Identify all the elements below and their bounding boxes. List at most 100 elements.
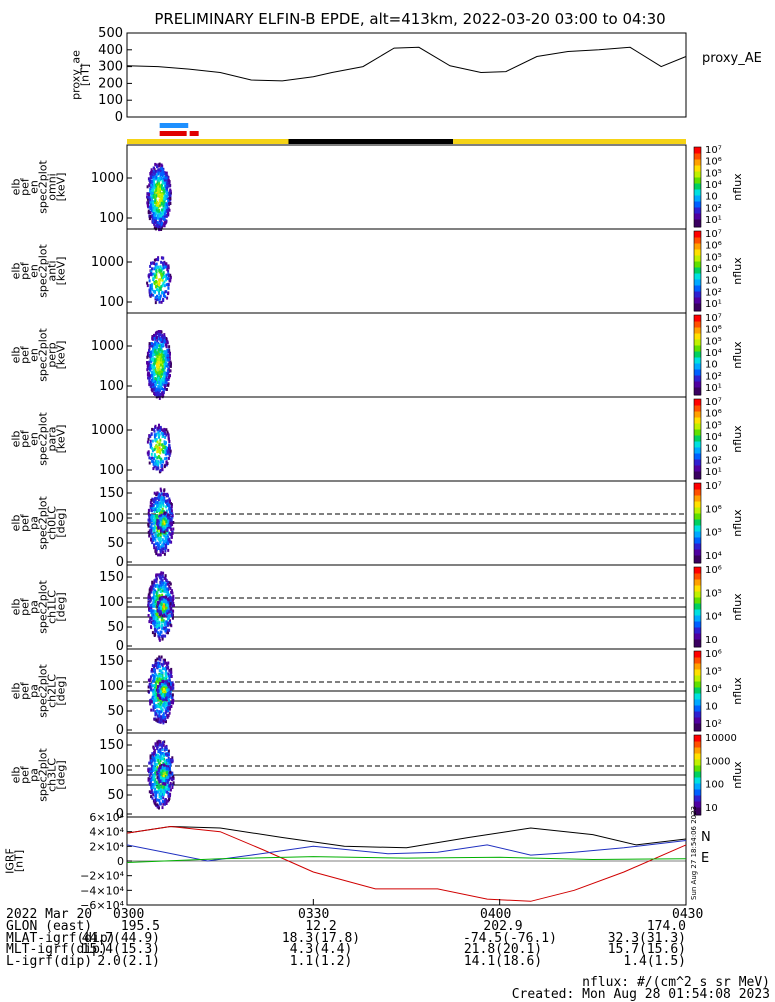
spectrogram-pixel bbox=[153, 591, 155, 594]
igrf-series-Z bbox=[127, 857, 686, 863]
footer-row-value: 1.1(1.2) bbox=[281, 956, 361, 968]
spectrogram-pixel bbox=[167, 754, 169, 757]
spectrogram-pixel bbox=[163, 375, 165, 378]
spectrogram-pixel bbox=[157, 743, 159, 746]
spectrogram-pixel bbox=[153, 457, 155, 460]
spectrogram-pixel bbox=[163, 294, 165, 297]
spectrogram-pixel bbox=[158, 443, 160, 446]
spectrogram-pixel bbox=[148, 614, 150, 617]
spectrogram-pixel bbox=[162, 806, 164, 809]
spectrogram-pixel bbox=[160, 785, 162, 788]
spectrogram-pixel bbox=[165, 680, 167, 683]
spectrogram-pixel bbox=[155, 332, 157, 335]
proxy-ae-ylabel: proxy_ae[nT] bbox=[70, 50, 92, 100]
spectrogram-pixel bbox=[157, 258, 159, 261]
ytick-label: 100 bbox=[99, 763, 124, 778]
ylabel-line: [deg] bbox=[55, 592, 68, 621]
spectrogram-pixel bbox=[172, 532, 174, 535]
spectrogram-pixel bbox=[159, 195, 161, 198]
spectrogram-pixel bbox=[162, 493, 164, 496]
colorbar-tick: 10² bbox=[705, 371, 722, 382]
colorbar-tick: 10⁵ bbox=[705, 252, 722, 263]
spectrogram-pixel bbox=[149, 592, 151, 595]
ytick-label: 100 bbox=[99, 511, 124, 526]
spectrogram-pixel bbox=[167, 384, 169, 387]
spectrogram-pixel bbox=[150, 626, 152, 629]
spectrogram-pixel bbox=[168, 350, 170, 353]
spectrogram-pixel bbox=[159, 348, 161, 351]
spectrogram-pixel bbox=[156, 522, 158, 525]
spectrogram-pixel bbox=[163, 378, 165, 381]
colorbar-tick: 10⁵ bbox=[705, 336, 722, 347]
spectrogram-pixel bbox=[158, 799, 160, 802]
proxy-ae-ytick: 200 bbox=[98, 76, 123, 91]
ylabel-line: [keV] bbox=[55, 341, 68, 370]
spectrogram-pixel bbox=[171, 614, 173, 617]
colorbar bbox=[694, 231, 701, 312]
spectrogram-pixel bbox=[168, 376, 170, 379]
colorbar-label: nflux bbox=[731, 509, 744, 537]
spectrogram-pixel bbox=[166, 187, 168, 190]
ytick-label: 50 bbox=[107, 788, 124, 803]
spectrogram-pixel bbox=[165, 779, 167, 782]
spectrogram-pixel bbox=[161, 202, 163, 205]
spectrogram-pixel bbox=[159, 669, 161, 672]
igrf-panel: 6×10⁴4×10⁴2×10⁴0−2×10⁴−4×10⁴−6×10⁴NESun … bbox=[80, 806, 711, 912]
spectrogram-pixel bbox=[163, 200, 165, 203]
spectrogram-pixel bbox=[154, 628, 156, 631]
spectrogram-pixel bbox=[166, 528, 168, 531]
spectrogram-pixel bbox=[151, 457, 153, 460]
spectrogram-pixel bbox=[155, 573, 157, 576]
ytick-label: 100 bbox=[99, 211, 124, 226]
spectrogram-pixel bbox=[170, 365, 172, 368]
spectrogram-pixel bbox=[157, 467, 159, 470]
spectrogram-pixel bbox=[152, 786, 154, 789]
colorbar bbox=[694, 147, 701, 228]
spectrogram-pixel bbox=[162, 358, 164, 361]
spectrogram-pixel bbox=[168, 358, 170, 361]
spectrogram-pixel bbox=[165, 539, 167, 542]
panel-frame bbox=[127, 313, 686, 397]
spectrogram-pixel bbox=[156, 450, 158, 453]
spectrogram-pixel bbox=[159, 659, 161, 662]
spectrogram-pixel bbox=[165, 359, 167, 362]
ytick-label: 150 bbox=[99, 738, 124, 753]
spectrogram-pixel bbox=[165, 493, 167, 496]
spectrogram-pixel bbox=[154, 191, 156, 194]
igrf-legend-n: N bbox=[701, 830, 711, 845]
spectrogram-pixel bbox=[172, 617, 174, 620]
colorbar-label-text: nflux bbox=[731, 341, 744, 369]
ytick-label: 0 bbox=[116, 555, 124, 570]
ytick-label: 50 bbox=[107, 620, 124, 635]
spectrogram-pixel bbox=[148, 525, 150, 528]
colorbar bbox=[694, 735, 701, 816]
colorbar-tick: 10⁵ bbox=[705, 168, 722, 179]
panel-ylabel: elbpefpaspec2plotch1LC[deg] bbox=[10, 580, 68, 634]
spectrogram-pixel bbox=[168, 688, 170, 691]
spectrogram-pixel bbox=[149, 679, 151, 682]
spectrogram-pixel bbox=[155, 719, 157, 722]
spectrogram-pixel bbox=[160, 218, 162, 221]
spectrogram-pixel bbox=[162, 365, 164, 368]
spectrogram-pixel bbox=[163, 782, 165, 785]
spectrogram-pixel bbox=[152, 693, 154, 696]
colorbar-label: nflux bbox=[731, 257, 744, 285]
spectrogram-pixel bbox=[156, 741, 158, 744]
spectrogram-pixel bbox=[161, 432, 163, 435]
spectrogram-pixel bbox=[149, 279, 151, 282]
spectrogram-pixel bbox=[167, 450, 169, 453]
spectrogram-pixel bbox=[164, 677, 166, 680]
spectrogram-pixel bbox=[170, 782, 172, 785]
spectrogram-pixel bbox=[167, 549, 169, 552]
spectrogram-pixel bbox=[164, 336, 166, 339]
ylabel-line: [nT] bbox=[79, 64, 92, 86]
spectrogram-pixel bbox=[155, 383, 157, 386]
spectrogram-pixel bbox=[149, 217, 151, 220]
footer-row-value: 1.4(1.5) bbox=[623, 956, 686, 968]
spectrogram-pixel bbox=[163, 688, 165, 691]
spectrogram-pixel bbox=[152, 467, 154, 470]
spectrogram-pixel bbox=[160, 261, 162, 264]
spectrogram-pixel bbox=[154, 749, 156, 752]
spectrogram-pixel bbox=[158, 533, 160, 536]
